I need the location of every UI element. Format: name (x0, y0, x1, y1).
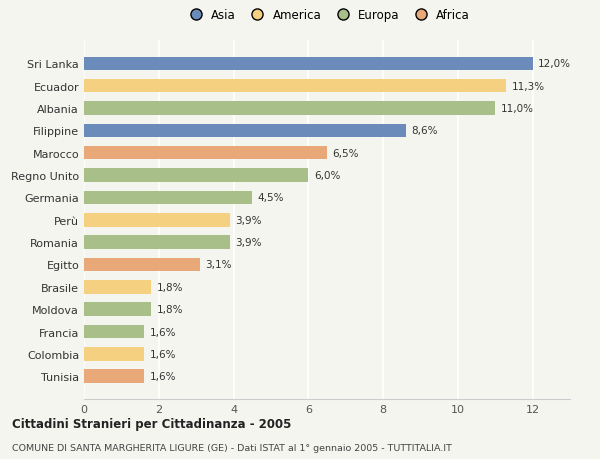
Bar (84, 325, 144, 338)
Text: 3,1%: 3,1% (205, 260, 232, 270)
Bar (84, 213, 230, 227)
Bar (84, 369, 144, 383)
Bar (84, 80, 506, 93)
Bar (84, 147, 327, 160)
Bar (84, 280, 151, 294)
Bar (84, 303, 151, 316)
Text: 4,5%: 4,5% (258, 193, 284, 203)
Text: Cittadini Stranieri per Cittadinanza - 2005: Cittadini Stranieri per Cittadinanza - 2… (12, 417, 292, 430)
Text: 1,8%: 1,8% (157, 282, 184, 292)
Bar (84, 258, 200, 272)
Text: 3,9%: 3,9% (235, 238, 262, 247)
Text: 1,6%: 1,6% (149, 349, 176, 359)
Bar (84, 124, 406, 138)
Bar (84, 236, 230, 249)
Bar (84, 191, 252, 205)
Bar (84, 347, 144, 361)
Text: 12,0%: 12,0% (538, 59, 571, 69)
Bar (84, 102, 495, 116)
Text: 1,8%: 1,8% (157, 304, 184, 314)
Text: 6,5%: 6,5% (332, 148, 359, 158)
Text: 8,6%: 8,6% (411, 126, 437, 136)
Legend: Asia, America, Europa, Africa: Asia, America, Europa, Africa (179, 4, 475, 27)
Text: 1,6%: 1,6% (149, 327, 176, 337)
Bar (84, 57, 533, 71)
Text: 6,0%: 6,0% (314, 171, 340, 181)
Text: 3,9%: 3,9% (235, 215, 262, 225)
Text: 11,3%: 11,3% (512, 82, 545, 91)
Text: COMUNE DI SANTA MARGHERITA LIGURE (GE) - Dati ISTAT al 1° gennaio 2005 - TUTTITA: COMUNE DI SANTA MARGHERITA LIGURE (GE) -… (12, 443, 452, 452)
Bar (84, 169, 308, 182)
Text: 1,6%: 1,6% (149, 371, 176, 381)
Text: 11,0%: 11,0% (501, 104, 534, 114)
